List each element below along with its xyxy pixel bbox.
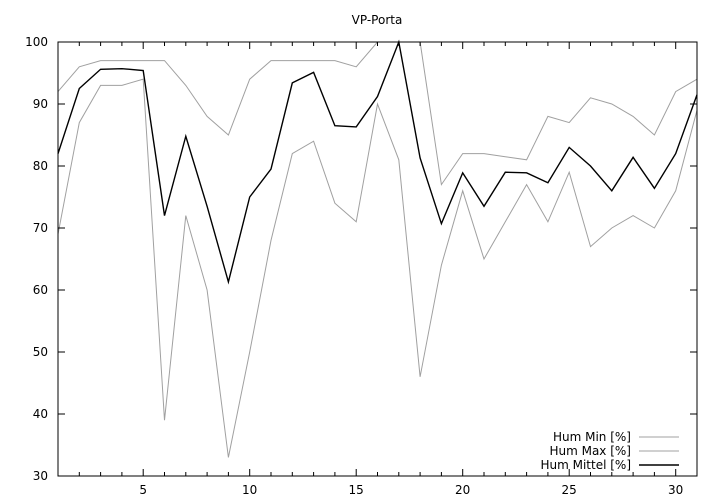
x-tick-label: 15 bbox=[349, 483, 364, 497]
y-tick-label: 60 bbox=[33, 283, 48, 297]
y-tick-label: 90 bbox=[33, 97, 48, 111]
series-layer bbox=[57, 39, 698, 458]
x-tick-label: 20 bbox=[455, 483, 470, 497]
y-tick-label: 100 bbox=[25, 35, 48, 49]
y-tick-label: 80 bbox=[33, 159, 48, 173]
x-tick-label: 25 bbox=[562, 483, 577, 497]
legend-label-3: Hum Mittel [%] bbox=[540, 458, 631, 472]
x-tick-label: 10 bbox=[242, 483, 257, 497]
y-tick-label: 50 bbox=[33, 345, 48, 359]
legend-label-1: Hum Min [%] bbox=[553, 430, 631, 444]
x-tick-label: 30 bbox=[668, 483, 683, 497]
series-line-2 bbox=[57, 41, 698, 186]
chart-title: VP-Porta bbox=[352, 13, 403, 27]
plot-frame bbox=[57, 41, 698, 477]
legend-label-2: Hum Max [%] bbox=[549, 444, 631, 458]
axes: 30 40 50 60 70 80 90 100 5 10 15 20 25 30 bbox=[25, 35, 698, 497]
y-tick-label: 30 bbox=[33, 469, 48, 483]
series-line-3 bbox=[57, 39, 698, 285]
series-line-1 bbox=[57, 78, 698, 458]
y-tick-label: 40 bbox=[33, 407, 48, 421]
y-tick-label: 70 bbox=[33, 221, 48, 235]
x-tick-label: 5 bbox=[139, 483, 147, 497]
legend: Hum Min [%]Hum Max [%]Hum Mittel [%] bbox=[540, 430, 679, 472]
